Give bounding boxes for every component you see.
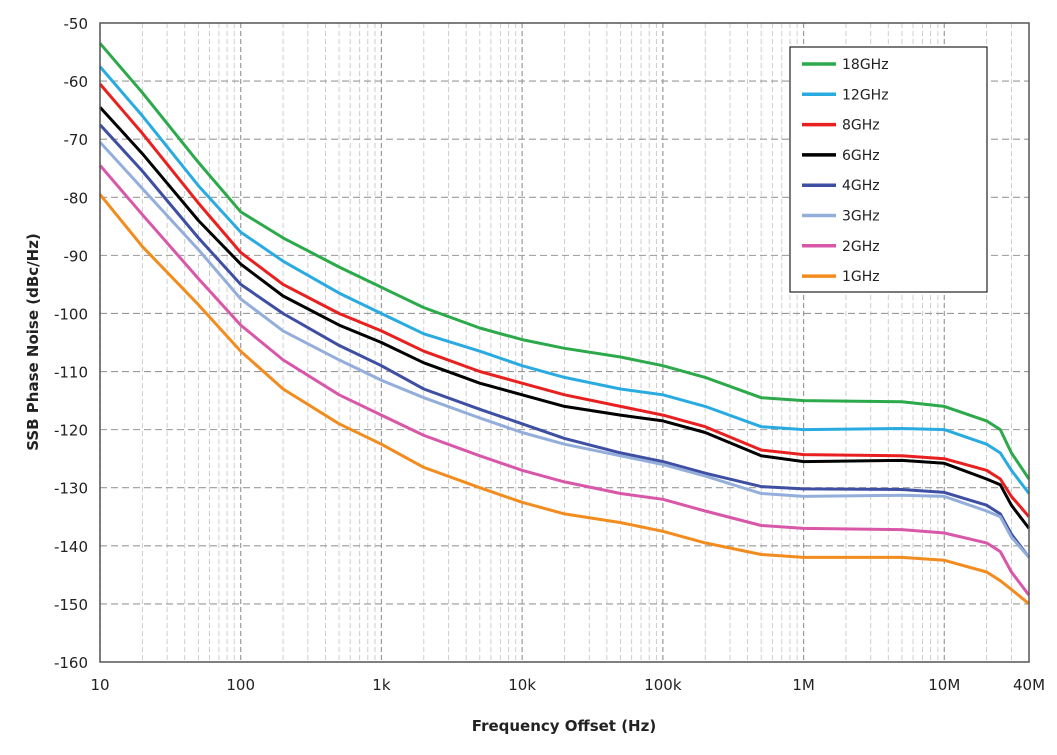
x-tick-label: 100k (644, 676, 682, 694)
y-tick-label: -70 (64, 131, 89, 149)
y-tick-label: -160 (54, 654, 88, 672)
series-line-3GHz (98, 141, 1031, 559)
plot-frame (99, 22, 1030, 663)
x-axis-label: Frequency Offset (Hz) (472, 717, 656, 735)
series-line-6GHz (98, 106, 1031, 530)
legend-label: 8GHz (842, 118, 880, 134)
y-tick-labels: -50 -60 -70 -80 -90 -100 -110 -120 -130 -140 -150 -… (54, 15, 88, 672)
series-line-1GHz (98, 193, 1030, 606)
x-tick-labels: 10 100 1k 10k 100k 1M 10M 40M (90, 676, 1045, 694)
x-tick-label: 40M (1013, 676, 1045, 694)
legend-label: 6GHz (842, 148, 880, 164)
y-tick-label: -140 (54, 538, 88, 556)
legend-box (789, 46, 988, 293)
x-tick-label: 1M (792, 676, 815, 694)
legend: 18GHz 12GHz 8GHz 6GHz 4GHz 3GHz 2GHz 1GHz (789, 46, 988, 293)
y-tick-label: -100 (54, 305, 88, 323)
x-tick-label: 1k (372, 676, 391, 694)
legend-label: 18GHz (842, 57, 889, 73)
series-line-12GHz (98, 65, 1031, 495)
series-line-18GHz (98, 42, 1031, 480)
y-axis-label: SSB Phase Noise (dBc/Hz) (24, 233, 42, 451)
series-line-2GHz (98, 164, 1031, 597)
x-tick-label: 100 (226, 676, 255, 694)
series-lines (98, 42, 1031, 606)
legend-label: 4GHz (842, 178, 880, 194)
y-tick-label: -110 (54, 364, 88, 382)
y-tick-label: -150 (54, 596, 88, 614)
legend-label: 12GHz (842, 87, 889, 103)
legend-label: 3GHz (842, 209, 880, 225)
x-tick-label: 10k (508, 676, 536, 694)
x-tick-label: 10 (90, 676, 109, 694)
y-tick-label: -120 (54, 422, 88, 440)
y-tick-label: -90 (64, 247, 89, 265)
legend-label: 2GHz (842, 239, 880, 255)
y-tick-label: -60 (64, 73, 89, 91)
series-line-8GHz (98, 83, 1031, 518)
legend-label: 1GHz (842, 269, 880, 285)
y-tick-label: -50 (64, 15, 89, 33)
y-tick-label: -130 (54, 480, 88, 498)
x-tick-label: 10M (928, 676, 960, 694)
series-line-4GHz (98, 123, 1031, 559)
y-tick-label: -80 (64, 189, 89, 207)
